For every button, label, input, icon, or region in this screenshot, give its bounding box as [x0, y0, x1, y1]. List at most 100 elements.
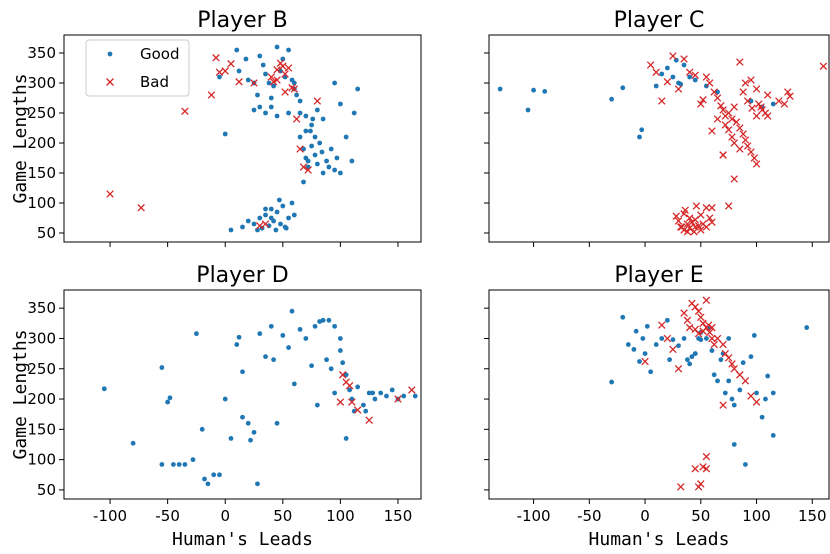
- x-tick-label: -50: [577, 507, 602, 525]
- point-good: [319, 149, 325, 155]
- point-bad: [697, 226, 705, 234]
- point-good: [255, 92, 260, 98]
- point-good: [283, 225, 289, 231]
- point-good: [337, 101, 343, 107]
- point-good: [653, 83, 659, 89]
- point-good: [361, 402, 366, 408]
- point-good: [297, 134, 303, 140]
- point-good: [303, 113, 309, 119]
- point-good: [236, 68, 242, 74]
- series-good: [101, 308, 418, 487]
- point-good: [301, 179, 306, 185]
- panel-4: -100 -50 0 50 100 150 Player E Human's Leads: [484, 263, 830, 550]
- point-good: [234, 47, 240, 53]
- point-bad: [137, 204, 145, 212]
- point-good: [347, 387, 352, 393]
- point-bad: [719, 340, 727, 349]
- point-good: [737, 387, 743, 393]
- point-bad: [290, 85, 299, 93]
- point-good: [243, 56, 249, 62]
- point-good: [687, 361, 693, 367]
- point-good: [525, 107, 531, 113]
- x-tick-label: -50: [155, 507, 180, 525]
- point-good: [328, 146, 334, 152]
- point-good: [101, 386, 107, 392]
- point-good: [412, 393, 418, 399]
- point-bad: [408, 386, 416, 394]
- y-tick-label: 350: [27, 44, 56, 62]
- point-good: [310, 116, 316, 122]
- point-bad: [786, 92, 794, 100]
- legend-good-marker: [107, 51, 113, 57]
- y-tick-label: 250: [27, 360, 56, 378]
- point-good: [740, 360, 746, 366]
- point-good: [759, 414, 765, 420]
- point-good: [659, 336, 665, 341]
- point-good: [211, 472, 217, 478]
- point-good: [609, 379, 615, 385]
- point-good: [372, 396, 378, 402]
- legend-bad-label: Bad: [140, 73, 169, 91]
- point-bad: [691, 464, 699, 473]
- point-good: [245, 77, 251, 83]
- point-bad: [669, 52, 677, 60]
- point-good: [337, 170, 343, 176]
- point-bad: [739, 88, 747, 96]
- point-good: [248, 437, 253, 443]
- point-bad: [256, 222, 264, 230]
- point-bad: [775, 97, 783, 105]
- point-bad: [304, 166, 312, 174]
- point-good: [305, 158, 311, 164]
- point-bad: [702, 204, 711, 212]
- point-bad: [690, 228, 698, 236]
- point-bad: [702, 73, 711, 81]
- point-good: [639, 127, 645, 133]
- point-good: [297, 326, 303, 332]
- point-good: [240, 224, 245, 230]
- point-good: [640, 336, 646, 341]
- point-good: [754, 390, 759, 396]
- point-bad: [691, 71, 699, 79]
- plot-frame: [488, 34, 830, 243]
- x-tick-label: 150: [798, 507, 827, 525]
- point-good: [297, 110, 303, 116]
- point-good: [286, 345, 291, 350]
- point-bad: [728, 133, 736, 141]
- point-bad: [730, 175, 739, 183]
- point-bad: [719, 106, 727, 114]
- point-good: [326, 317, 332, 323]
- point-bad: [694, 329, 703, 338]
- point-good: [726, 378, 732, 384]
- point-bad: [743, 97, 752, 105]
- point-bad: [181, 107, 189, 115]
- point-bad: [752, 160, 761, 168]
- point-bad: [724, 109, 733, 117]
- point-bad: [674, 85, 683, 93]
- point-bad: [728, 115, 736, 123]
- point-good: [642, 351, 648, 357]
- point-bad: [708, 323, 716, 332]
- point-good: [276, 197, 282, 203]
- panel-title: Player D: [196, 263, 288, 288]
- point-bad: [227, 60, 235, 68]
- point-bad: [736, 124, 744, 132]
- point-good: [312, 134, 318, 140]
- point-bad: [680, 309, 688, 317]
- point-bad: [699, 96, 707, 104]
- point-bad: [674, 217, 683, 225]
- point-bad: [365, 416, 373, 425]
- point-bad: [692, 202, 701, 210]
- point-good: [320, 317, 326, 323]
- point-bad: [235, 78, 243, 86]
- point-bad: [710, 88, 718, 96]
- point-good: [171, 462, 176, 467]
- point-bad: [338, 371, 347, 379]
- point-bad: [710, 340, 718, 349]
- point-good: [202, 476, 207, 482]
- point-good: [268, 215, 274, 221]
- point-bad: [705, 79, 714, 87]
- point-good: [314, 107, 320, 113]
- y-tick-label: 250: [27, 104, 56, 122]
- point-bad: [747, 148, 755, 156]
- panel-1: 50 100 150 200 250 300 350 Player B Game Lengths: [10, 8, 422, 247]
